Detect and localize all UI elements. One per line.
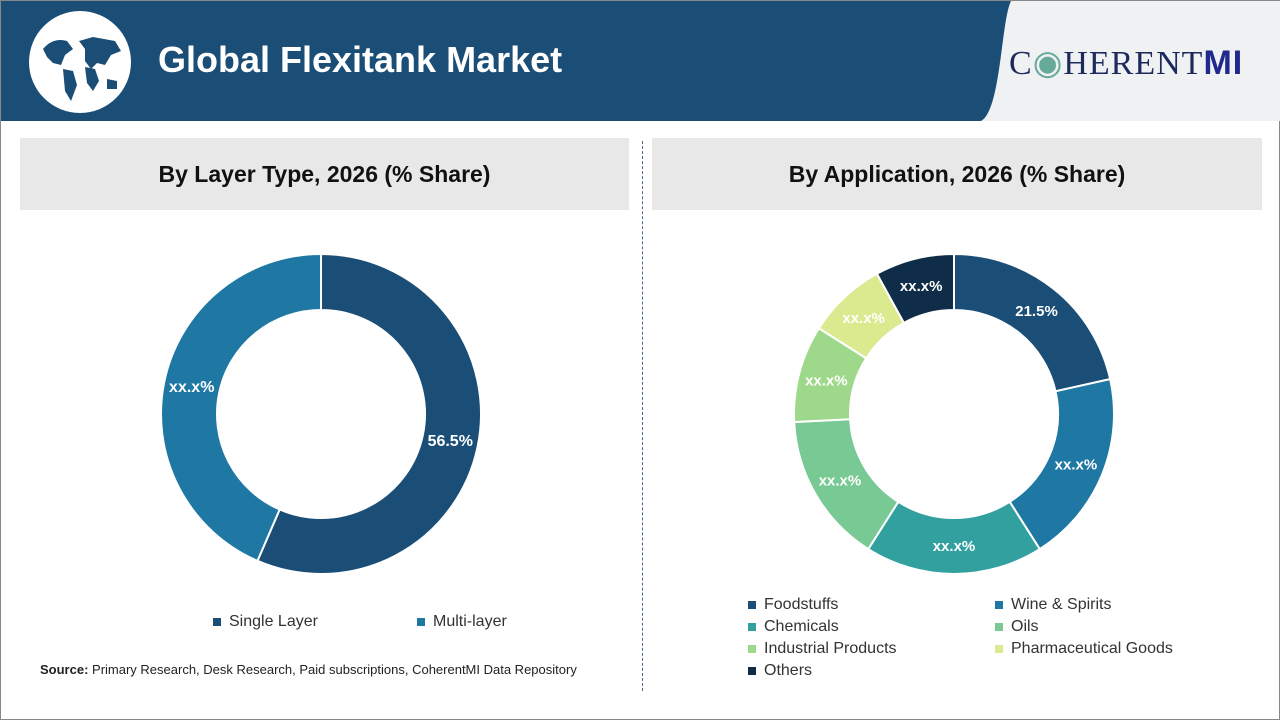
legend-swatch — [213, 618, 221, 626]
legend-item: Wine & Spirits — [995, 596, 1111, 614]
source-note: Source: Primary Research, Desk Research,… — [40, 660, 580, 679]
application-donut-chart: 21.5% xx.x% xx.x% xx.x% xx.x% xx.x% xx.x% — [793, 252, 1115, 575]
panel-divider — [642, 141, 643, 691]
data-label: xx.x% — [1055, 457, 1098, 474]
legend-label: Industrial Products — [764, 640, 897, 657]
legend-label: Foodstuffs — [764, 596, 839, 613]
data-label: xx.x% — [842, 310, 885, 327]
legend-item: Multi-layer — [417, 613, 507, 631]
legend-label: Multi-layer — [433, 613, 507, 630]
legend-swatch — [748, 667, 756, 675]
coherentmi-logo: C◉HERENTMI — [1009, 44, 1244, 82]
data-label: 56.5% — [428, 433, 473, 450]
slice-foodstuffs — [953, 252, 1112, 393]
legend-label: Others — [764, 662, 813, 679]
legend-label: Wine & Spirits — [1011, 596, 1112, 613]
layer-chart-title: By Layer Type, 2026 (% Share) — [20, 138, 629, 210]
legend-swatch — [748, 623, 756, 631]
legend-item: Pharmaceutical Goods — [995, 640, 1173, 658]
slice-multi-layer — [160, 252, 322, 563]
slice-single-layer — [256, 252, 482, 575]
legend-label: Single Layer — [229, 613, 318, 630]
globe-icon — [29, 11, 131, 113]
header-banner: Global Flexitank Market C◉HERENTMI — [1, 1, 1280, 121]
logo-background — [981, 1, 1280, 121]
legend-item: Industrial Products — [748, 640, 897, 658]
layer-donut-chart: 56.5% xx.x% — [160, 252, 482, 575]
legend-swatch — [995, 645, 1003, 653]
application-chart-title: By Application, 2026 (% Share) — [652, 138, 1262, 210]
legend-label: Chemicals — [764, 618, 839, 635]
legend-item: Foodstuffs — [748, 596, 838, 614]
legend-swatch — [995, 601, 1003, 609]
data-label: xx.x% — [900, 278, 943, 295]
data-label: xx.x% — [933, 538, 976, 555]
legend-item: Oils — [995, 618, 1039, 636]
legend-swatch — [748, 645, 756, 653]
slice-others — [875, 252, 955, 325]
legend-swatch — [417, 618, 425, 626]
page-title: Global Flexitank Market — [158, 39, 563, 80]
data-label: xx.x% — [805, 372, 848, 389]
legend-item: Single Layer — [213, 613, 318, 631]
legend-item: Others — [748, 662, 812, 680]
legend-item: Chemicals — [748, 618, 839, 636]
data-label: 21.5% — [1015, 303, 1058, 320]
legend-label: Oils — [1011, 618, 1039, 635]
data-label: xx.x% — [819, 472, 862, 489]
legend-swatch — [995, 623, 1003, 631]
source-label: Source: — [40, 662, 89, 677]
legend-swatch — [748, 601, 756, 609]
legend-label: Pharmaceutical Goods — [1011, 640, 1173, 657]
source-text: Primary Research, Desk Research, Paid su… — [88, 662, 577, 677]
data-label: xx.x% — [169, 379, 214, 396]
